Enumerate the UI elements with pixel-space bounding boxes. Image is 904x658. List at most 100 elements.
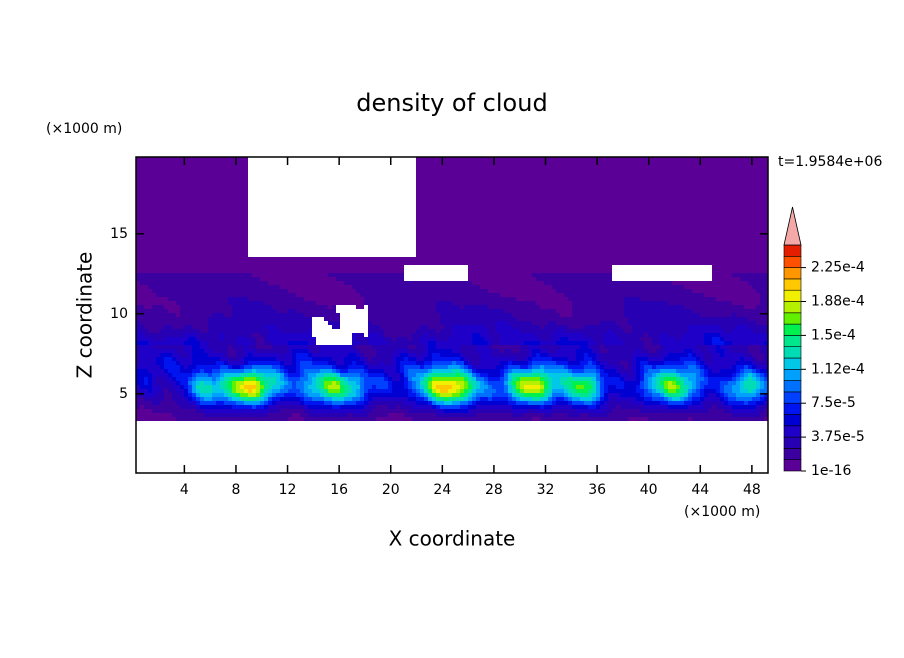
contour-band	[136, 225, 248, 229]
contour-band	[304, 417, 376, 421]
contour-band	[676, 337, 680, 341]
contour-band	[524, 393, 544, 397]
contour-band	[748, 389, 752, 393]
contour-band	[248, 353, 252, 357]
contour-band	[452, 385, 460, 389]
contour-band	[136, 177, 248, 181]
contour-band	[136, 209, 248, 213]
contour-band	[404, 413, 436, 417]
contour-band	[284, 353, 292, 357]
contour-band	[680, 357, 696, 361]
contour-band	[224, 381, 228, 385]
contour-band	[468, 361, 472, 365]
contour-band	[660, 381, 664, 385]
contour-band	[492, 337, 500, 341]
contour-band	[140, 345, 152, 349]
contour-band	[708, 345, 716, 349]
contour-band	[180, 405, 196, 409]
contour-band	[236, 393, 240, 397]
contour-band	[508, 321, 532, 325]
contour-band	[428, 401, 432, 405]
contour-band	[388, 373, 400, 377]
contour-band	[644, 401, 660, 405]
contour-band	[152, 377, 156, 381]
contour-band	[264, 405, 268, 409]
contour-band	[296, 365, 300, 369]
contour-band	[696, 353, 704, 357]
contour-band	[324, 317, 340, 321]
contour-band	[324, 385, 328, 389]
contour-band	[416, 253, 768, 257]
contour-band	[612, 329, 624, 333]
contour-band	[536, 409, 552, 413]
contour-band	[200, 329, 208, 333]
contour-band	[732, 313, 736, 317]
contour-band	[244, 361, 248, 365]
contour-band	[548, 397, 552, 401]
contour-band	[404, 365, 420, 369]
contour-band	[764, 397, 768, 401]
contour-band	[492, 397, 508, 401]
contour-band	[564, 329, 608, 333]
contour-band	[720, 345, 728, 349]
contour-band	[764, 417, 768, 421]
contour-band	[656, 377, 660, 381]
contour-band	[192, 393, 196, 397]
contour-band	[408, 369, 428, 373]
contour-band	[332, 401, 344, 405]
contour-band	[756, 385, 760, 389]
contour-band	[240, 397, 244, 401]
contour-band	[520, 329, 556, 333]
contour-band	[396, 361, 400, 365]
contour-band	[704, 401, 720, 405]
contour-band	[164, 357, 172, 361]
contour-band	[136, 197, 248, 201]
contour-band	[740, 389, 748, 393]
contour-band	[360, 381, 364, 385]
contour-band	[248, 373, 256, 377]
contour-band	[500, 361, 508, 365]
contour-band	[600, 369, 604, 373]
contour-band	[316, 381, 320, 385]
contour-band	[352, 361, 356, 365]
contour-band	[584, 333, 604, 337]
contour-band	[756, 369, 760, 373]
contour-band	[712, 405, 716, 409]
colorbar-tick-label: 2.25e-4	[811, 260, 865, 276]
contour-band	[200, 369, 204, 373]
contour-band	[472, 385, 476, 389]
contour-band	[736, 381, 740, 385]
contour-band	[228, 389, 232, 393]
contour-band	[276, 381, 284, 385]
contour-band	[192, 389, 196, 393]
contour-band	[616, 385, 624, 389]
contour-band	[136, 373, 152, 377]
contour-band	[688, 417, 692, 421]
contour-band	[200, 345, 208, 349]
contour-band	[224, 337, 236, 341]
contour-band	[532, 361, 556, 365]
contour-band	[712, 273, 732, 277]
contour-band	[384, 377, 388, 381]
contour-band	[420, 365, 424, 369]
contour-band	[256, 389, 260, 393]
contour-band	[428, 353, 432, 357]
contour-band	[268, 413, 292, 417]
contour-band	[668, 353, 688, 357]
contour-band	[160, 401, 176, 405]
contour-band	[688, 325, 720, 329]
contour-band	[504, 309, 556, 313]
contour-band	[416, 189, 768, 193]
contour-band	[152, 389, 160, 393]
contour-band	[468, 405, 476, 409]
contour-band	[176, 381, 180, 385]
contour-band	[624, 385, 636, 389]
contour-band	[676, 389, 680, 393]
contour-band	[284, 373, 288, 377]
contour-band	[136, 277, 260, 281]
contour-band	[220, 369, 244, 373]
contour-band	[756, 357, 764, 361]
contour-band	[472, 337, 484, 341]
contour-band	[268, 397, 272, 401]
contour-band	[392, 381, 404, 385]
